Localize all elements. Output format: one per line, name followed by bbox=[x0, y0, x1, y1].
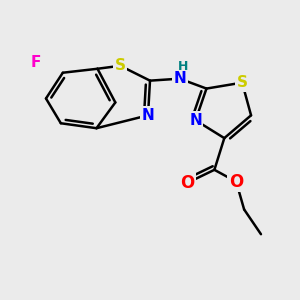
Text: S: S bbox=[237, 75, 248, 90]
Text: H: H bbox=[178, 60, 188, 73]
Text: O: O bbox=[181, 174, 195, 192]
Text: F: F bbox=[31, 55, 41, 70]
Text: N: N bbox=[142, 108, 154, 123]
Text: S: S bbox=[115, 58, 126, 73]
Text: N: N bbox=[173, 71, 186, 86]
Text: O: O bbox=[229, 173, 243, 191]
Text: N: N bbox=[189, 113, 202, 128]
